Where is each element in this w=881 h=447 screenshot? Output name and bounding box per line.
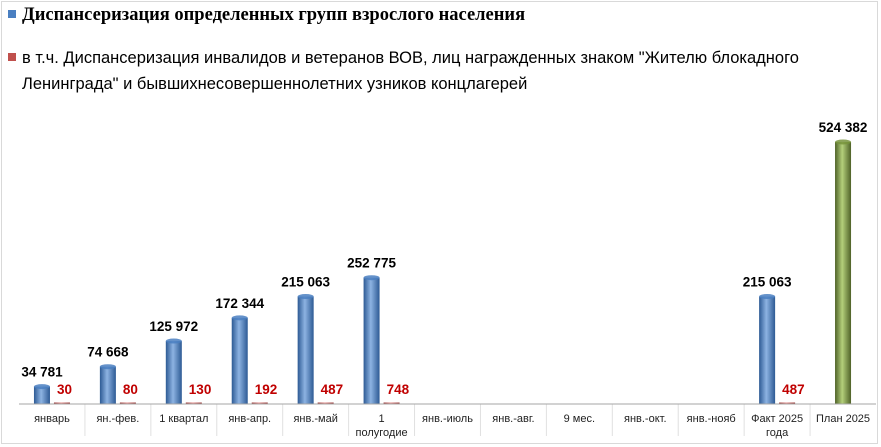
data-label-series-1: 125 972	[149, 319, 198, 334]
bar-series-2	[185, 402, 202, 404]
x-tick-label: 1	[379, 413, 385, 425]
bar-series-1	[759, 296, 776, 404]
data-label-series-1: 172 344	[215, 296, 264, 311]
bar-series-1	[99, 366, 116, 404]
data-label-series-2: 192	[255, 382, 278, 397]
bar-series-1	[363, 277, 380, 404]
x-tick-label: полугодие	[356, 427, 408, 439]
x-tick-label: года	[766, 427, 789, 439]
x-tick-label: янв.-окт.	[624, 413, 667, 425]
x-tick-label: План 2025	[816, 413, 870, 425]
bar-cap	[297, 294, 314, 300]
data-label-series-2: 487	[321, 382, 344, 397]
bar-cap	[231, 315, 248, 321]
bar-series-1	[231, 317, 248, 404]
data-label-series-2: 30	[57, 382, 72, 397]
bar-cap	[363, 275, 380, 281]
data-label-series-3: 524 382	[819, 120, 868, 135]
data-label-series-1: 74 668	[87, 345, 129, 360]
data-label-series-1: 34 781	[21, 365, 63, 380]
bar-cap	[33, 384, 50, 390]
bar-series-2	[251, 402, 268, 404]
legend-item-series-1: Диспансеризация определенных групп взрос…	[8, 4, 868, 26]
bar-series-2	[383, 402, 400, 404]
data-label-series-1: 215 063	[281, 275, 330, 290]
bar-series-2	[317, 402, 334, 404]
legend: Диспансеризация определенных групп взрос…	[8, 4, 868, 97]
bar-series-1	[33, 386, 50, 404]
data-label-series-2: 130	[189, 382, 212, 397]
data-label-series-2: 80	[123, 382, 138, 397]
data-label-series-2: 748	[387, 382, 410, 397]
bar-series-3	[835, 142, 852, 404]
x-tick-label: январь	[34, 413, 70, 425]
x-tick-label: 1 квартал	[159, 413, 208, 425]
bar-series-1	[297, 296, 314, 404]
legend-label-series-1: Диспансеризация определенных групп взрос…	[22, 5, 526, 25]
x-tick-label: ян.-фев.	[96, 413, 139, 425]
legend-swatch-series-1	[8, 10, 16, 18]
bar-series-2	[119, 402, 136, 404]
bar-series-2	[53, 402, 70, 404]
legend-label-series-2: в т.ч. Диспансеризация инвалидов и ветер…	[22, 49, 799, 93]
legend-item-series-2: в т.ч. Диспансеризация инвалидов и ветер…	[8, 45, 868, 97]
x-tick-label: янв.-нояб	[687, 413, 736, 425]
data-label-series-2: 487	[782, 382, 805, 397]
x-tick-label: Факт 2025	[751, 413, 803, 425]
bar-series-1	[165, 341, 182, 404]
x-tick-label: янв.-июль	[422, 413, 473, 425]
data-label-series-1: 215 063	[743, 275, 792, 290]
x-tick-label: янв-апр.	[228, 413, 271, 425]
x-tick-label: янв.-май	[293, 413, 337, 425]
data-label-series-1: 252 775	[347, 256, 396, 271]
bar-series-2	[779, 402, 796, 404]
bar-cap	[759, 294, 776, 300]
bar-cap	[835, 139, 852, 145]
bar-cap	[165, 338, 182, 344]
bar-cap	[99, 364, 116, 370]
x-tick-label: янв.-авг.	[492, 413, 534, 425]
legend-swatch-series-2	[8, 53, 16, 61]
x-tick-label: 9 мес.	[564, 413, 595, 425]
